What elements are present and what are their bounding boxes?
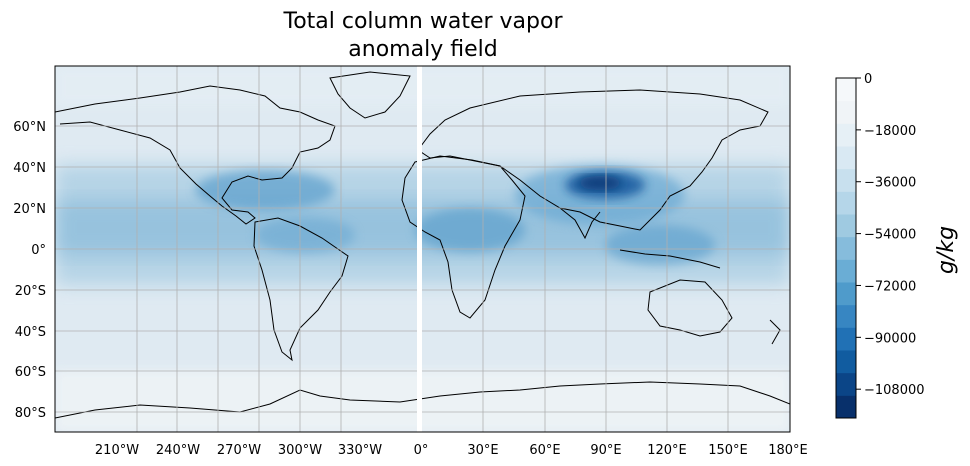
lat-tick: 60°S	[15, 365, 46, 380]
lon-tick: 270°W	[217, 443, 261, 458]
coast-indonesia	[619, 249, 721, 269]
colorbar-label: g/kg	[934, 226, 959, 274]
colorbar-swatch	[836, 259, 856, 283]
colorbar-tick-label: −54000	[864, 228, 916, 243]
map-frame	[54, 65, 791, 433]
colorbar-swatch	[836, 214, 856, 238]
lat-tick: 80°S	[15, 406, 46, 421]
lon-tick: 240°W	[156, 443, 200, 458]
lat-tick: 0°	[31, 243, 46, 258]
colorbar-swatch	[836, 304, 856, 328]
colorbar-swatches	[836, 78, 856, 419]
title-line-2: anomaly field	[348, 37, 497, 62]
colorbar-swatch	[836, 350, 856, 374]
prime-meridian-gap	[417, 66, 422, 432]
lon-tick: 90°E	[590, 443, 621, 458]
lon-tick: 30°E	[467, 443, 498, 458]
lon-tick: 0°	[414, 443, 429, 458]
lat-tick: 20°S	[15, 284, 46, 299]
colorbar-tick-label: −90000	[864, 331, 916, 346]
lon-tick: 150°E	[708, 443, 748, 458]
lon-tick: 210°W	[95, 443, 139, 458]
lat-tick: 60°N	[13, 120, 46, 135]
coast-greenland	[329, 71, 411, 119]
coast-north-america	[55, 85, 336, 225]
colorbar-swatch	[836, 100, 856, 124]
lon-tick: 180°E	[768, 443, 808, 458]
lat-tick-labels: 60°N 40°N 20°N 0° 20°S 40°S 60°S 80°S	[13, 120, 46, 421]
colorbar-swatch	[836, 327, 856, 351]
colorbar-tick-label: −108000	[864, 383, 925, 398]
colorbar: 0 −18000 −36000 −54000 −72000 −90000 −108000 g…	[835, 72, 959, 419]
colorbar-swatch	[836, 236, 856, 260]
colorbar-swatch	[836, 282, 856, 306]
coast-new-zealand	[769, 319, 781, 345]
coast-eurasia	[417, 89, 769, 231]
lon-tick: 60°E	[529, 443, 560, 458]
gridlines	[55, 66, 790, 432]
colorbar-tick-label: 0	[864, 72, 872, 87]
colorbar-tick-label: −72000	[864, 279, 916, 294]
lon-tick-labels: 210°W 240°W 270°W 300°W 330°W 0° 30°E 60…	[95, 443, 808, 458]
colorbar-tick-label: −18000	[864, 124, 916, 139]
lon-tick: 120°E	[647, 443, 687, 458]
coast-india	[559, 207, 601, 240]
lat-tick: 40°N	[13, 161, 46, 176]
coast-africa	[401, 155, 526, 319]
lat-tick: 40°S	[15, 325, 46, 340]
lon-tick: 300°W	[278, 443, 322, 458]
colorbar-swatch	[836, 191, 856, 215]
colorbar-ticks: 0 −18000 −36000 −54000 −72000 −90000 −108000	[856, 72, 925, 398]
lon-tick: 330°W	[338, 443, 382, 458]
colorbar-swatch	[836, 78, 856, 102]
coast-australia	[647, 279, 733, 337]
colorbar-swatch	[836, 146, 856, 170]
colorbar-swatch	[836, 168, 856, 192]
map-panel	[55, 66, 790, 432]
colorbar-tick-label: −36000	[864, 176, 916, 191]
title-line-1: Total column water vapor	[283, 9, 564, 34]
colorbar-swatch	[836, 123, 856, 147]
lat-tick: 20°N	[13, 202, 46, 217]
anomaly-shading	[55, 66, 790, 432]
colorbar-swatch	[836, 372, 856, 396]
colorbar-frame	[835, 77, 857, 419]
colorbar-swatch	[836, 395, 856, 419]
